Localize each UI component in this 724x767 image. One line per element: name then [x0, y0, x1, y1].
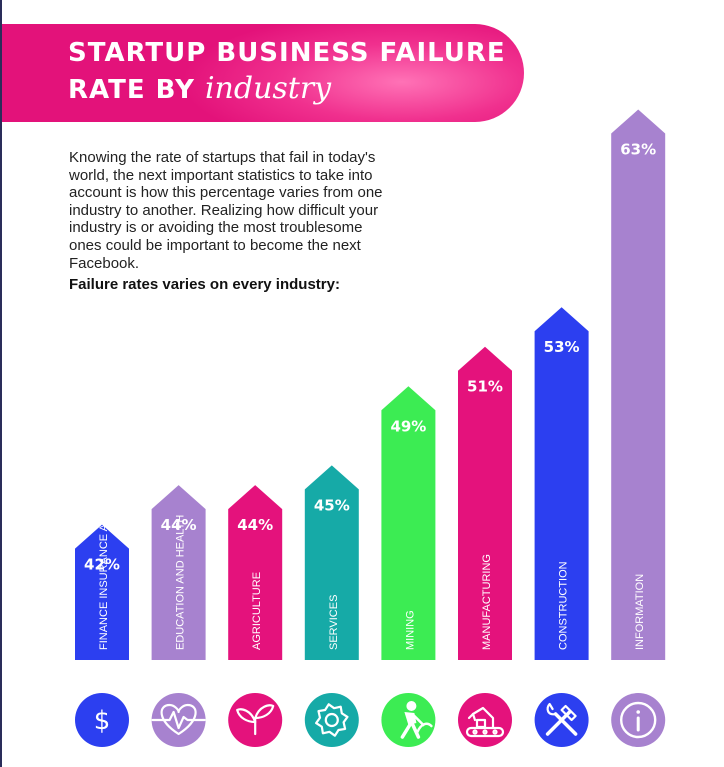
page-title: STARTUP BUSINESS FAILURE RATE BY industr… — [68, 36, 506, 108]
tools-icon — [545, 702, 578, 736]
value-label-construction: 53% — [544, 338, 580, 356]
miner-icon — [400, 701, 433, 739]
bar-mining — [381, 386, 436, 660]
svg-text:$: $ — [94, 706, 111, 736]
category-label-services: SERVICES — [328, 595, 340, 650]
sprout-icon — [236, 704, 275, 736]
value-label-manufacturing: 51% — [467, 378, 503, 396]
title-line-1: STARTUP BUSINESS FAILURE — [68, 38, 506, 68]
title-line-2-prefix: RATE BY — [68, 75, 205, 105]
category-label-agriculture: AGRICULTURE — [251, 572, 263, 650]
title-accent: industry — [204, 71, 332, 106]
value-label-information: 63% — [620, 140, 656, 158]
bar-finance-insurance-and-real-estate — [75, 524, 129, 660]
info-icon — [620, 701, 657, 739]
value-label-agriculture: 44% — [237, 516, 273, 534]
bar-agriculture — [228, 485, 283, 660]
dollar-icon: $ — [94, 706, 111, 736]
bar-manufacturing — [458, 346, 512, 660]
gear-icon — [315, 703, 349, 737]
heart-pulse-icon — [151, 703, 206, 736]
intro-subheading: Failure rates varies on every industry: — [69, 276, 340, 293]
category-label-education-and-health: EDUCATION AND HEALTH — [175, 515, 187, 650]
value-label-mining: 49% — [390, 417, 426, 435]
title-banner — [2, 24, 524, 122]
icon-circle-finance-insurance-and-real-estate — [75, 693, 129, 747]
left-edge-line — [0, 0, 2, 767]
value-label-education-and-health: 44% — [161, 516, 197, 534]
bar-education-and-health — [151, 485, 206, 660]
intro-paragraph: Knowing the rate of startups that fail i… — [69, 149, 383, 272]
category-label-construction: CONSTRUCTION — [558, 561, 570, 650]
value-label-services: 45% — [314, 496, 350, 514]
category-label-information: INFORMATION — [634, 574, 646, 650]
category-label-mining: MINING — [404, 610, 416, 650]
icon-circle-services — [304, 693, 359, 747]
category-label-finance-insurance-and-real-estate: FINANCE INSURANCE AND REAL ESTATE — [98, 433, 110, 650]
bar-construction — [534, 307, 589, 660]
bar-services — [304, 465, 359, 660]
value-label-finance-insurance-and-real-estate: 42% — [84, 556, 120, 574]
robot-arm-icon — [465, 706, 505, 738]
title-line-2: RATE BY industry — [68, 71, 506, 108]
bar-information — [611, 109, 666, 661]
category-label-manufacturing: MANUFACTURING — [481, 554, 493, 650]
